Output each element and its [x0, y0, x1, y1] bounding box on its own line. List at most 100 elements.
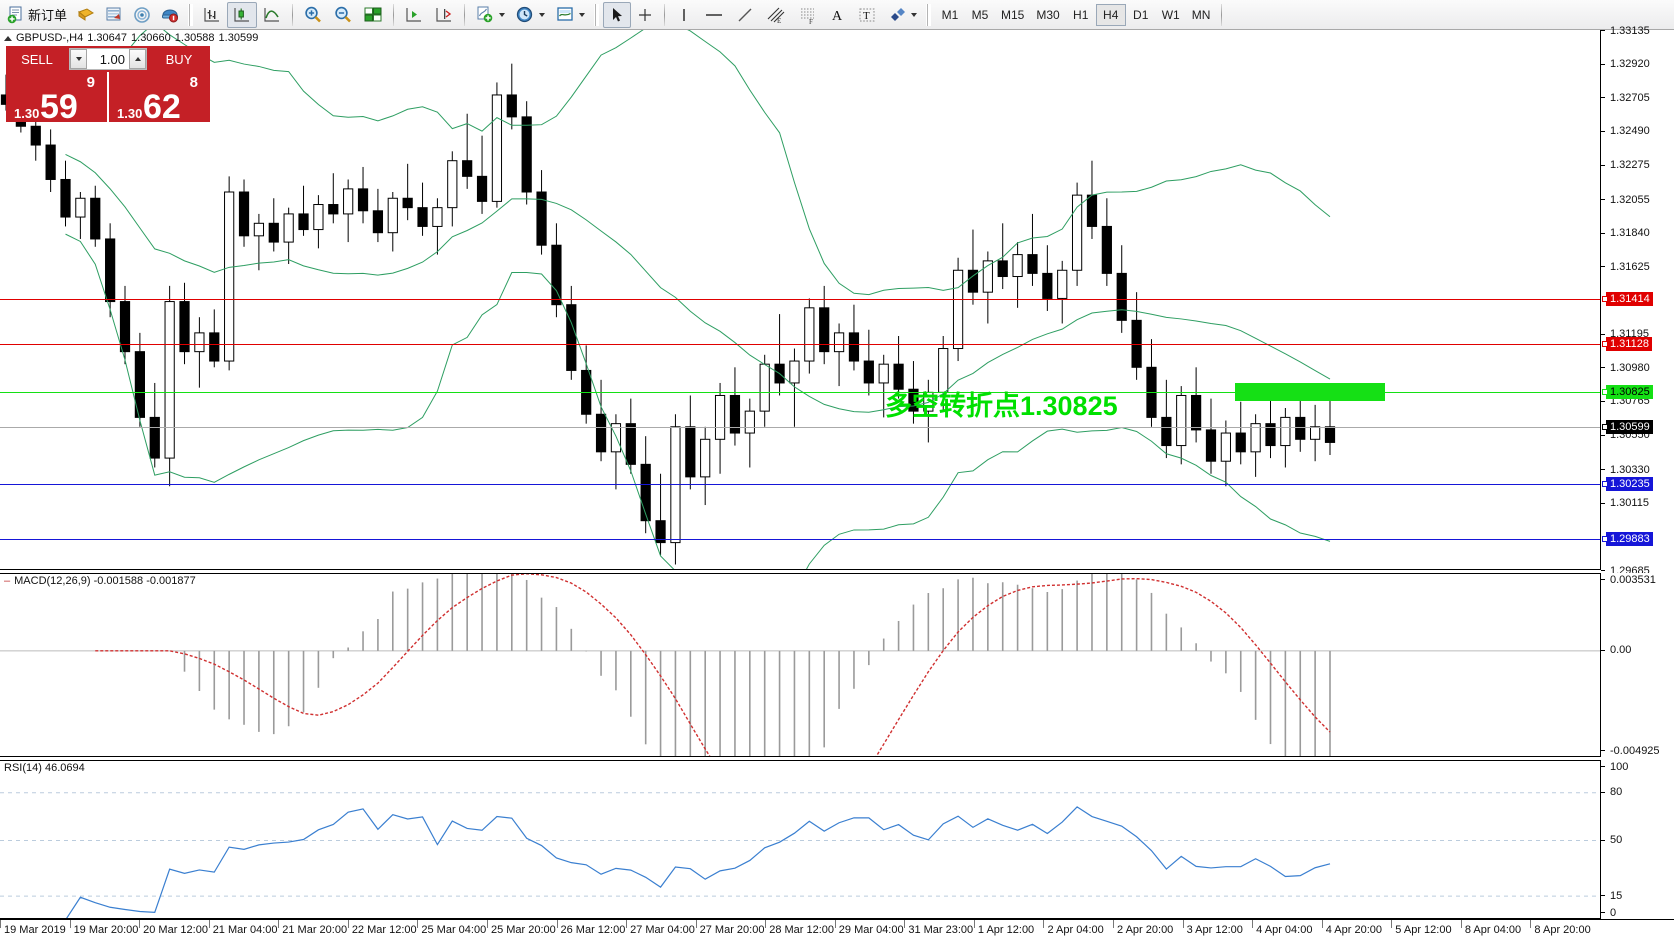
- timeframe-h1[interactable]: H1: [1073, 7, 1089, 22]
- price-marker-label[interactable]: 1.30825: [1602, 384, 1653, 399]
- profiles-button[interactable]: [72, 2, 100, 28]
- price-marker-handle[interactable]: [1602, 480, 1608, 487]
- volume-stepper[interactable]: 1.00: [69, 48, 147, 70]
- ohlc-open: 1.30647: [87, 32, 128, 44]
- toolbar-grip-2[interactable]: [594, 3, 600, 26]
- chart-shift-icon: [406, 7, 422, 22]
- time-tick-label: 21 Mar 04:00: [212, 924, 278, 936]
- market-watch-button[interactable]: [100, 2, 128, 28]
- price-marker-label[interactable]: 1.29883: [1602, 532, 1653, 546]
- time-axis[interactable]: 19 Mar 2019 19 Mar 20:00 20 Mar 12:00 21 Ma…: [0, 919, 1674, 949]
- time-tick: [695, 920, 697, 928]
- rsi-axis[interactable]: 100 80 50 15 0: [1600, 760, 1674, 919]
- timeframe-d1[interactable]: D1: [1133, 7, 1149, 22]
- tile-windows-icon: [364, 7, 382, 21]
- price-marker-label[interactable]: 1.31414: [1602, 292, 1653, 307]
- line-chart-button[interactable]: [257, 2, 287, 28]
- timeframe-w1[interactable]: W1: [1161, 7, 1180, 22]
- price-level-line[interactable]: [0, 426, 1600, 428]
- new-order-button[interactable]: 新订单: [2, 2, 72, 28]
- templates-button[interactable]: [550, 2, 590, 28]
- buy-button[interactable]: BUY: [148, 46, 210, 72]
- sell-price-big: 59: [40, 88, 78, 126]
- trendline-button[interactable]: [730, 2, 760, 28]
- auto-scroll-button[interactable]: [429, 2, 459, 28]
- tile-windows-button[interactable]: [358, 2, 388, 28]
- zoom-out-button[interactable]: [328, 2, 358, 28]
- chart-shift-button[interactable]: [399, 2, 429, 28]
- shapes-caret-icon[interactable]: [911, 12, 918, 17]
- price-level-line[interactable]: [0, 483, 1600, 485]
- price-marker-handle[interactable]: [1602, 296, 1608, 303]
- rsi-pane[interactable]: RSI(14) 46.0694: [0, 760, 1600, 919]
- macd-pane[interactable]: – MACD(12,26,9) -0.001588 -0.001877: [0, 573, 1600, 757]
- chart-area[interactable]: 多空转折点1.30825 1.33135 1.32920 1.32705 1.3249…: [0, 25, 1674, 949]
- price-marker-handle[interactable]: [1602, 341, 1608, 348]
- indicators-button[interactable]: [470, 2, 510, 28]
- period-caret-icon[interactable]: [539, 12, 546, 17]
- price-axis[interactable]: 1.33135 1.32920 1.32705 1.32490 1.32275 1.320…: [1600, 25, 1674, 577]
- price-marker-handle[interactable]: [1602, 388, 1608, 395]
- toolbar-grip-3[interactable]: [926, 3, 932, 26]
- text-box-button[interactable]: T: [852, 2, 882, 28]
- templates-caret-icon[interactable]: [579, 12, 586, 17]
- fibonacci-button[interactable]: F: [792, 2, 824, 28]
- toolbar-separator-4: [664, 3, 666, 26]
- vertical-line-button[interactable]: [670, 2, 698, 28]
- timeframe-m30[interactable]: M30: [1036, 7, 1060, 22]
- time-tick-label: 21 Mar 20:00: [282, 924, 348, 936]
- highlight-zone: [1235, 382, 1385, 401]
- price-marker-handle[interactable]: [1602, 536, 1608, 542]
- price-marker-label[interactable]: 1.30235: [1602, 476, 1653, 491]
- collapse-arrow-icon[interactable]: [4, 35, 12, 41]
- period-button[interactable]: [510, 2, 550, 28]
- shapes-button[interactable]: [882, 2, 922, 28]
- price-level-line[interactable]: [0, 344, 1600, 346]
- price-level-line[interactable]: [0, 299, 1600, 301]
- zoom-in-button[interactable]: [298, 2, 328, 28]
- candlestick-chart-button[interactable]: [227, 1, 258, 28]
- volume-value[interactable]: 1.00: [99, 51, 125, 67]
- indicators-caret-icon[interactable]: [499, 12, 506, 17]
- shapes-icon: [891, 7, 906, 21]
- text-label-button[interactable]: A: [824, 2, 852, 28]
- autotrading-button[interactable]: [156, 2, 184, 28]
- one-click-trading-panel[interactable]: SELL 1.00 BUY 1.30 59 9 1.30 62 8: [6, 46, 210, 126]
- equidistant-channel-button[interactable]: E: [760, 2, 792, 28]
- timeframe-m5[interactable]: M5: [971, 7, 989, 22]
- macd-tick: 0.003531: [1601, 573, 1674, 586]
- macd-axis[interactable]: 0.003531 0.00 -0.004925: [1600, 573, 1674, 757]
- sell-price-display[interactable]: 1.30 59 9: [6, 72, 107, 126]
- volume-up-button[interactable]: [129, 49, 146, 69]
- price-marker-handle[interactable]: [1602, 423, 1608, 430]
- timeframe-m1[interactable]: M1: [941, 7, 959, 22]
- trendline-icon: [738, 8, 752, 21]
- time-tick: [0, 920, 1, 928]
- macd-tick: -0.004925: [1601, 744, 1674, 757]
- horizontal-line-button[interactable]: [698, 2, 730, 28]
- price-level-line[interactable]: [0, 539, 1600, 540]
- time-tick: [1252, 920, 1254, 928]
- bar-chart-button[interactable]: [197, 2, 227, 28]
- time-tick: [1391, 920, 1393, 928]
- price-tick: 1.32705: [1601, 91, 1674, 104]
- buy-price-display[interactable]: 1.30 62 8: [109, 72, 210, 126]
- toolbar-grip[interactable]: [188, 3, 194, 26]
- price-pane[interactable]: 多空转折点1.30825: [0, 30, 1600, 570]
- volume-down-button[interactable]: [70, 49, 87, 69]
- timeframe-h4[interactable]: H4: [1095, 3, 1126, 26]
- navigator-button[interactable]: [128, 2, 156, 28]
- crosshair-button[interactable]: [631, 2, 659, 28]
- timeframe-mn[interactable]: MN: [1191, 7, 1211, 22]
- sell-button[interactable]: SELL: [6, 46, 68, 72]
- macd-header: – MACD(12,26,9) -0.001588 -0.001877: [4, 575, 196, 587]
- price-marker-label[interactable]: 1.30599: [1602, 419, 1653, 434]
- time-tick: [1321, 920, 1323, 928]
- cursor-button[interactable]: [603, 1, 632, 28]
- fibonacci-icon: F: [801, 8, 815, 25]
- price-tick: 1.30115: [1601, 497, 1674, 510]
- price-level-line[interactable]: [0, 391, 1600, 393]
- price-marker-label[interactable]: 1.31128: [1602, 337, 1652, 352]
- time-tick-label: 31 Mar 23:00: [908, 924, 974, 936]
- timeframe-m15[interactable]: M15: [1001, 7, 1025, 22]
